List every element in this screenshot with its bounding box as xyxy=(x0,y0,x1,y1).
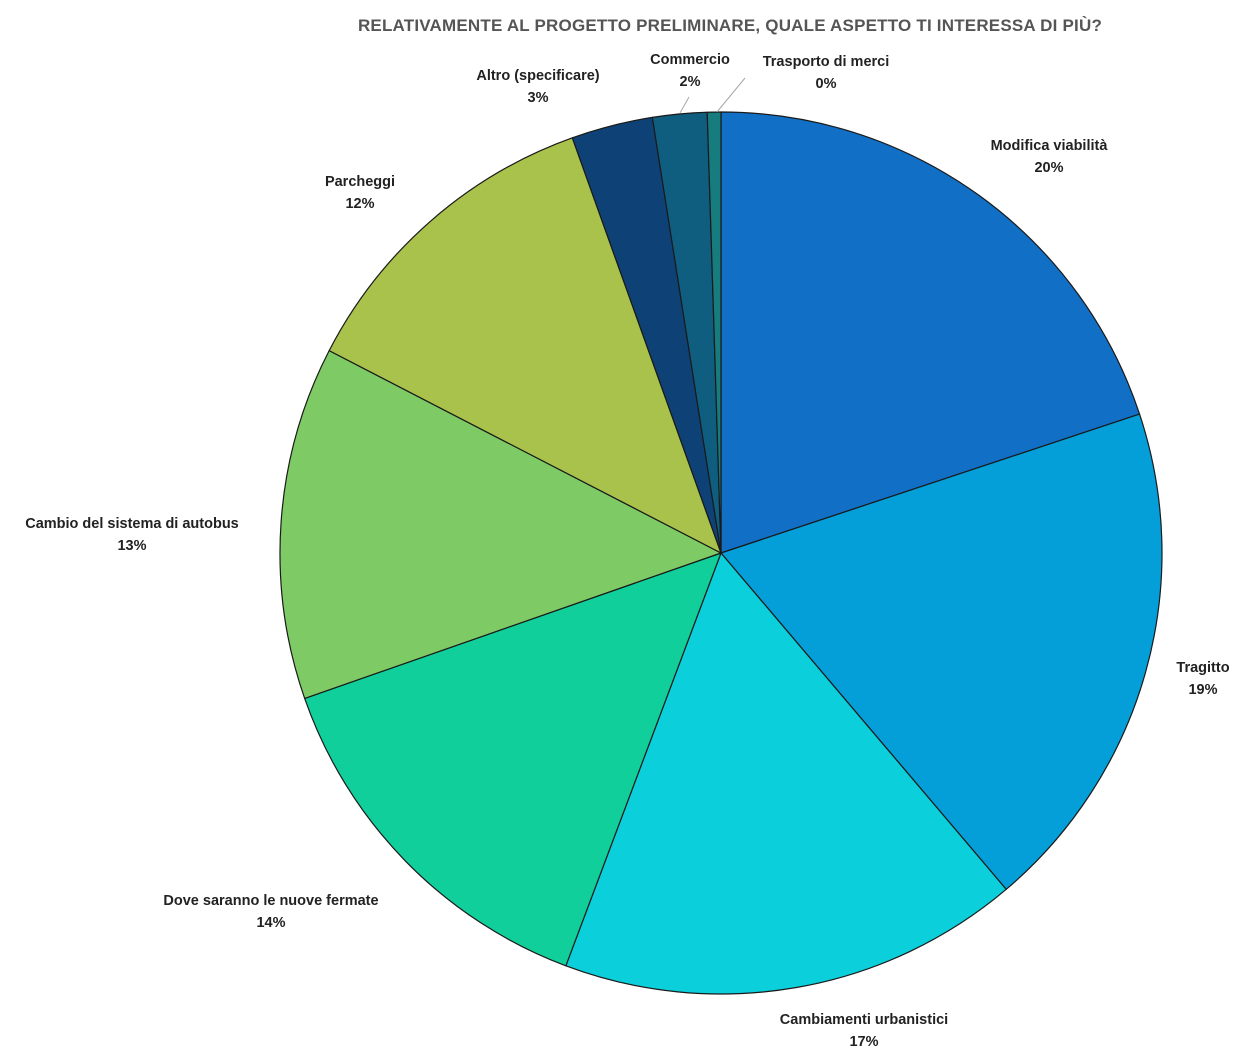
slice-value-label-5: 13% xyxy=(117,538,146,554)
slice-value-label-9: 0% xyxy=(816,76,837,92)
leader-line-8 xyxy=(679,96,690,114)
slice-label-6: Parcheggi xyxy=(325,174,395,190)
slice-value-label-2: 19% xyxy=(1188,682,1217,698)
slice-value-label-1: 20% xyxy=(1034,160,1063,176)
slice-value-label-6: 12% xyxy=(345,196,374,212)
slice-label-3: Cambiamenti urbanistici xyxy=(780,1012,948,1028)
leader-line-9 xyxy=(716,77,746,113)
slice-label-1: Modifica viabilità xyxy=(991,138,1109,154)
slice-label-2: Tragitto xyxy=(1176,660,1229,676)
pie-slice-3 xyxy=(565,552,1007,995)
slice-label-9: Trasporto di merci xyxy=(763,54,890,70)
slice-value-label-3: 17% xyxy=(849,1034,878,1049)
slice-value-label-7: 3% xyxy=(528,90,549,106)
pie-slice-9 xyxy=(706,111,722,554)
chart-title: RELATIVAMENTE AL PROGETTO PRELIMINARE, Q… xyxy=(357,16,1103,35)
slice-label-5: Cambio del sistema di autobus xyxy=(25,516,239,532)
pie-slice-5 xyxy=(279,350,722,700)
pie-slice-1 xyxy=(720,111,1141,554)
slice-value-label-4: 14% xyxy=(256,915,285,931)
pie-slice-4 xyxy=(304,552,722,967)
slice-value-label-8: 2% xyxy=(680,74,701,90)
slice-label-8: Commercio xyxy=(650,52,730,68)
slice-label-4: Dove saranno le nuove fermate xyxy=(163,893,378,909)
pie-slice-6 xyxy=(328,137,722,554)
pie-slice-2 xyxy=(720,413,1163,890)
slice-label-7: Altro (specificare) xyxy=(476,68,599,84)
